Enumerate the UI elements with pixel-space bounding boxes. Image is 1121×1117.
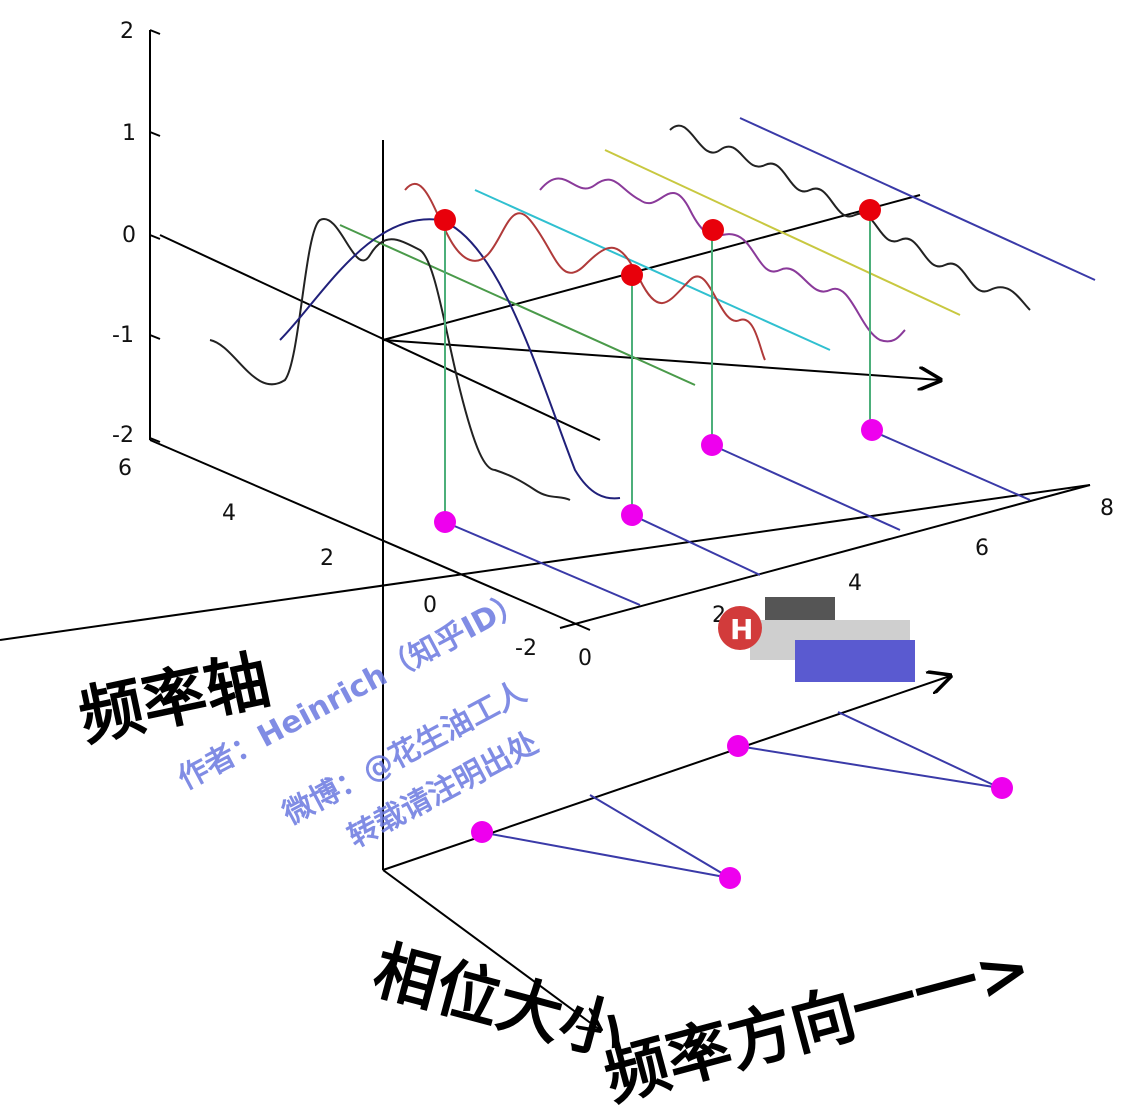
- phase-line: [479, 831, 731, 879]
- floor-phase-line: [444, 521, 641, 606]
- freq-tick-label: -2: [515, 636, 537, 661]
- phase-line: [737, 745, 1001, 789]
- floor-dot: [861, 419, 883, 441]
- z-tick-label: -1: [112, 323, 134, 348]
- time-floor-axis: [559, 484, 1091, 629]
- wave-navy-fundamental: [279, 218, 621, 500]
- floor-dot: [621, 504, 643, 526]
- wave-purple-harmonic: [539, 177, 906, 343]
- phase-dot: [991, 777, 1013, 799]
- floor-phase-line: [711, 444, 901, 531]
- depth-axis-upper: [159, 234, 601, 441]
- amplitude-frequency-arrow: [382, 339, 940, 380]
- peak-dot: [702, 219, 724, 241]
- phase-dot: [727, 735, 749, 757]
- freq-tick-label: 6: [118, 456, 132, 481]
- time-tick-label: 0: [578, 646, 592, 671]
- z-tick-label: 1: [122, 121, 136, 146]
- peak-dot: [434, 209, 456, 231]
- wave-red-harmonic: [404, 182, 766, 361]
- phase-dot: [471, 821, 493, 843]
- wave-black-sum: [209, 218, 571, 501]
- logo-letter: H: [730, 613, 753, 646]
- time-tick-label: 4: [848, 571, 862, 596]
- z-tick-mark: [149, 29, 161, 35]
- z-tick-label: -2: [112, 423, 134, 448]
- watermark-logo: H: [718, 597, 915, 682]
- z-tick-mark: [149, 437, 161, 443]
- phase-dot: [719, 867, 741, 889]
- z-tick-mark: [149, 131, 161, 137]
- floor-phase-line: [869, 429, 1031, 501]
- amplitude-back-line: [382, 194, 921, 341]
- z-tick-label: 0: [122, 223, 136, 248]
- freq-tick-label: 4: [222, 501, 236, 526]
- phase-magnitude-arrow: [382, 869, 600, 1030]
- guide-line-green: [339, 224, 696, 386]
- floor-dot: [701, 434, 723, 456]
- peak-dot: [621, 264, 643, 286]
- z-tick-label: 2: [120, 19, 134, 44]
- guide-line-cyan: [474, 189, 831, 351]
- guide-line-blue: [739, 117, 1096, 281]
- freq-tick-label: 2: [320, 546, 334, 571]
- freq-tick-label: 0: [423, 593, 437, 618]
- label-frequency-direction: 频率方向一一>: [597, 931, 1039, 1116]
- wave-black-harmonic: [669, 124, 1031, 311]
- peak-dot: [859, 199, 881, 221]
- frequency-floor-axis: [149, 439, 591, 631]
- guide-line-yellow: [604, 149, 961, 316]
- time-tick-label: 8: [1100, 496, 1114, 521]
- logo-circle: [718, 606, 762, 650]
- z-tick-mark: [149, 234, 161, 240]
- phase-line: [837, 711, 1001, 789]
- phase-line: [589, 794, 731, 879]
- time-tick-label: 6: [975, 536, 989, 561]
- z-tick-mark: [149, 334, 161, 340]
- long-floor-axis: [0, 484, 1091, 641]
- floor-dot: [434, 511, 456, 533]
- floor-phase-line: [631, 514, 761, 576]
- logo-block-blue: [795, 640, 915, 682]
